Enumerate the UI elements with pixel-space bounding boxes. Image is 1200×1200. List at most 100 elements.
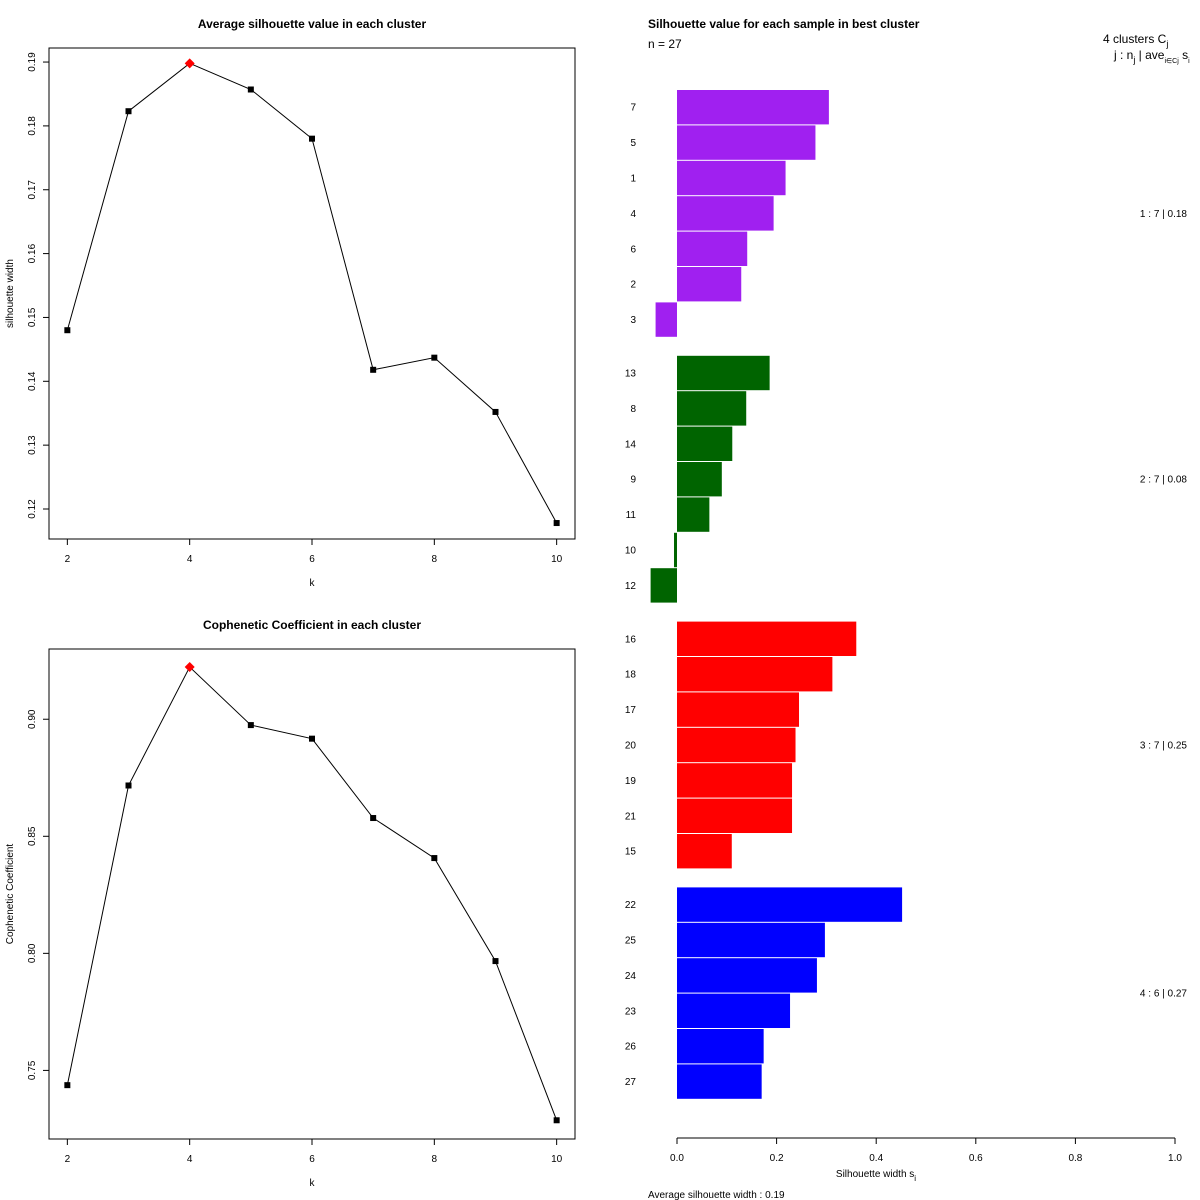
silhouette-avg-x-tick-label: 6 (309, 554, 315, 565)
silhouette-bar (677, 834, 732, 869)
legend-header-end: s (1179, 48, 1188, 62)
silhouette-avg-best-point (184, 58, 195, 69)
silhouette-bar (677, 160, 786, 196)
silhouette-bar (677, 125, 816, 160)
silhouette-avg-y-axis-label: silhouette width (5, 259, 16, 328)
sample-label: 14 (625, 439, 637, 450)
sample-label: 27 (625, 1077, 637, 1088)
sample-label: 16 (625, 634, 637, 645)
silhouette-avg-x-tick-label: 2 (65, 554, 71, 565)
silhouette-bar (677, 462, 722, 497)
sample-label: 18 (625, 670, 637, 681)
cophenetic-x-axis-label: k (310, 1178, 316, 1189)
silhouette-avg-x-tick-label: 4 (187, 554, 193, 565)
silhouette-bar (677, 231, 748, 266)
sample-label: 25 (625, 936, 637, 947)
silhouette-bar (677, 621, 857, 656)
sample-count-label: n = 27 (648, 37, 682, 51)
silhouette-x-tick-label: 0.4 (869, 1153, 883, 1164)
silhouette-avg-y-tick-label: 0.17 (27, 180, 38, 200)
sample-label: 10 (625, 546, 637, 557)
sample-label: 24 (625, 971, 637, 982)
sample-label: 13 (625, 369, 637, 380)
cophenetic-data-point (431, 855, 438, 862)
cophenetic-y-axis-label: Cophenetic Coefficient (5, 844, 16, 945)
cophenetic-data-point (370, 815, 377, 822)
silhouette-x-axis-label-sub: i (914, 1174, 916, 1183)
silhouette-avg-x-axis-label: k (310, 578, 316, 589)
silhouette-bar (677, 887, 903, 922)
sample-label: 23 (625, 1006, 637, 1017)
sample-label: 26 (625, 1042, 637, 1053)
silhouette-bar (677, 196, 774, 231)
sample-label: 19 (625, 776, 637, 787)
silhouette-bar (677, 90, 829, 125)
silhouette-bar (677, 391, 747, 426)
silhouette-x-tick-label: 1.0 (1168, 1153, 1182, 1164)
cophenetic-data-point (125, 782, 132, 789)
silhouette-x-axis-label: Silhouette width si (836, 1169, 916, 1183)
silhouette-bar (677, 798, 793, 833)
silhouette-bar (674, 532, 677, 568)
sample-label: 11 (626, 510, 637, 521)
sample-label: 5 (630, 138, 636, 149)
silhouette-bar (677, 993, 791, 1028)
silhouette-avg-data-point (370, 366, 377, 373)
cophenetic-x-tick-label: 4 (187, 1154, 193, 1165)
silhouette-bar (677, 692, 800, 727)
silhouette-avg-data-point (64, 327, 71, 334)
cophenetic-best-point (184, 662, 195, 673)
sample-label: 4 (630, 209, 636, 220)
cophenetic-data-point (247, 722, 254, 729)
silhouette-avg-x-tick-label: 10 (551, 554, 563, 565)
silhouette-bar (677, 426, 733, 461)
cophenetic-data-point (64, 1082, 71, 1089)
silhouette-bar (650, 568, 677, 603)
legend-header-sub2: i∈Cj (1164, 58, 1179, 65)
silhouette-avg-y-tick-label: 0.18 (27, 116, 38, 136)
silhouette-avg-x-tick-label: 8 (432, 554, 438, 565)
cophenetic-y-tick-label: 0.80 (27, 943, 38, 963)
legend-header: j : nj | avei∈Cj si (1113, 48, 1190, 65)
legend-header-rest: | ave (1135, 48, 1164, 62)
silhouette-avg-data-point (431, 354, 438, 361)
silhouette-x-tick-label: 0.8 (1068, 1153, 1082, 1164)
cluster-summary: 2 : 7 | 0.08 (1140, 475, 1188, 486)
cluster-summary: 3 : 7 | 0.25 (1140, 741, 1188, 752)
cophenetic-x-tick-label: 8 (432, 1154, 438, 1165)
silhouette-bar (677, 497, 710, 532)
silhouette-bar (677, 727, 796, 763)
silhouette-avg-y-tick-label: 0.15 (27, 307, 38, 327)
cophenetic-x-tick-label: 10 (551, 1154, 563, 1165)
silhouette-bar (677, 355, 770, 391)
cophenetic-plot-frame (48, 648, 576, 1140)
silhouette-avg-y-tick-label: 0.19 (27, 52, 38, 72)
silhouette-avg-title: Average silhouette value in each cluster (198, 17, 427, 31)
silhouette-x-tick-label: 0.6 (969, 1153, 983, 1164)
cophenetic-series-line (66, 666, 558, 1121)
sample-label: 6 (630, 244, 636, 255)
cophenetic-y-tick-label: 0.90 (27, 709, 38, 729)
silhouette-bar (677, 1029, 764, 1064)
sample-label: 3 (630, 315, 636, 326)
silhouette-avg-data-point (309, 135, 315, 142)
silhouette-avg-series-line (66, 62, 558, 524)
sample-label: 17 (625, 705, 637, 716)
legend-header-sub: j (1132, 55, 1135, 65)
cophenetic-x-tick-label: 6 (309, 1154, 315, 1165)
legend-title: 4 clusters Cj (1103, 32, 1168, 49)
silhouette-avg-data-point (553, 520, 560, 527)
silhouette-bar (677, 267, 742, 302)
silhouette-avg-data-point (247, 86, 254, 93)
silhouette-bar (677, 763, 793, 798)
sample-label: 7 (630, 103, 636, 114)
silhouette-avg-y-tick-label: 0.14 (27, 371, 38, 391)
silhouette-bar (677, 657, 833, 692)
sample-label: 9 (630, 475, 636, 486)
sample-label: 21 (625, 811, 637, 822)
silhouette-avg-y-tick-label: 0.13 (27, 435, 38, 455)
sample-label: 15 (625, 847, 637, 858)
average-silhouette-footer: Average silhouette width : 0.19 (648, 1190, 785, 1200)
legend-title-sub: j (1165, 39, 1168, 49)
cophenetic-data-point (309, 735, 315, 742)
